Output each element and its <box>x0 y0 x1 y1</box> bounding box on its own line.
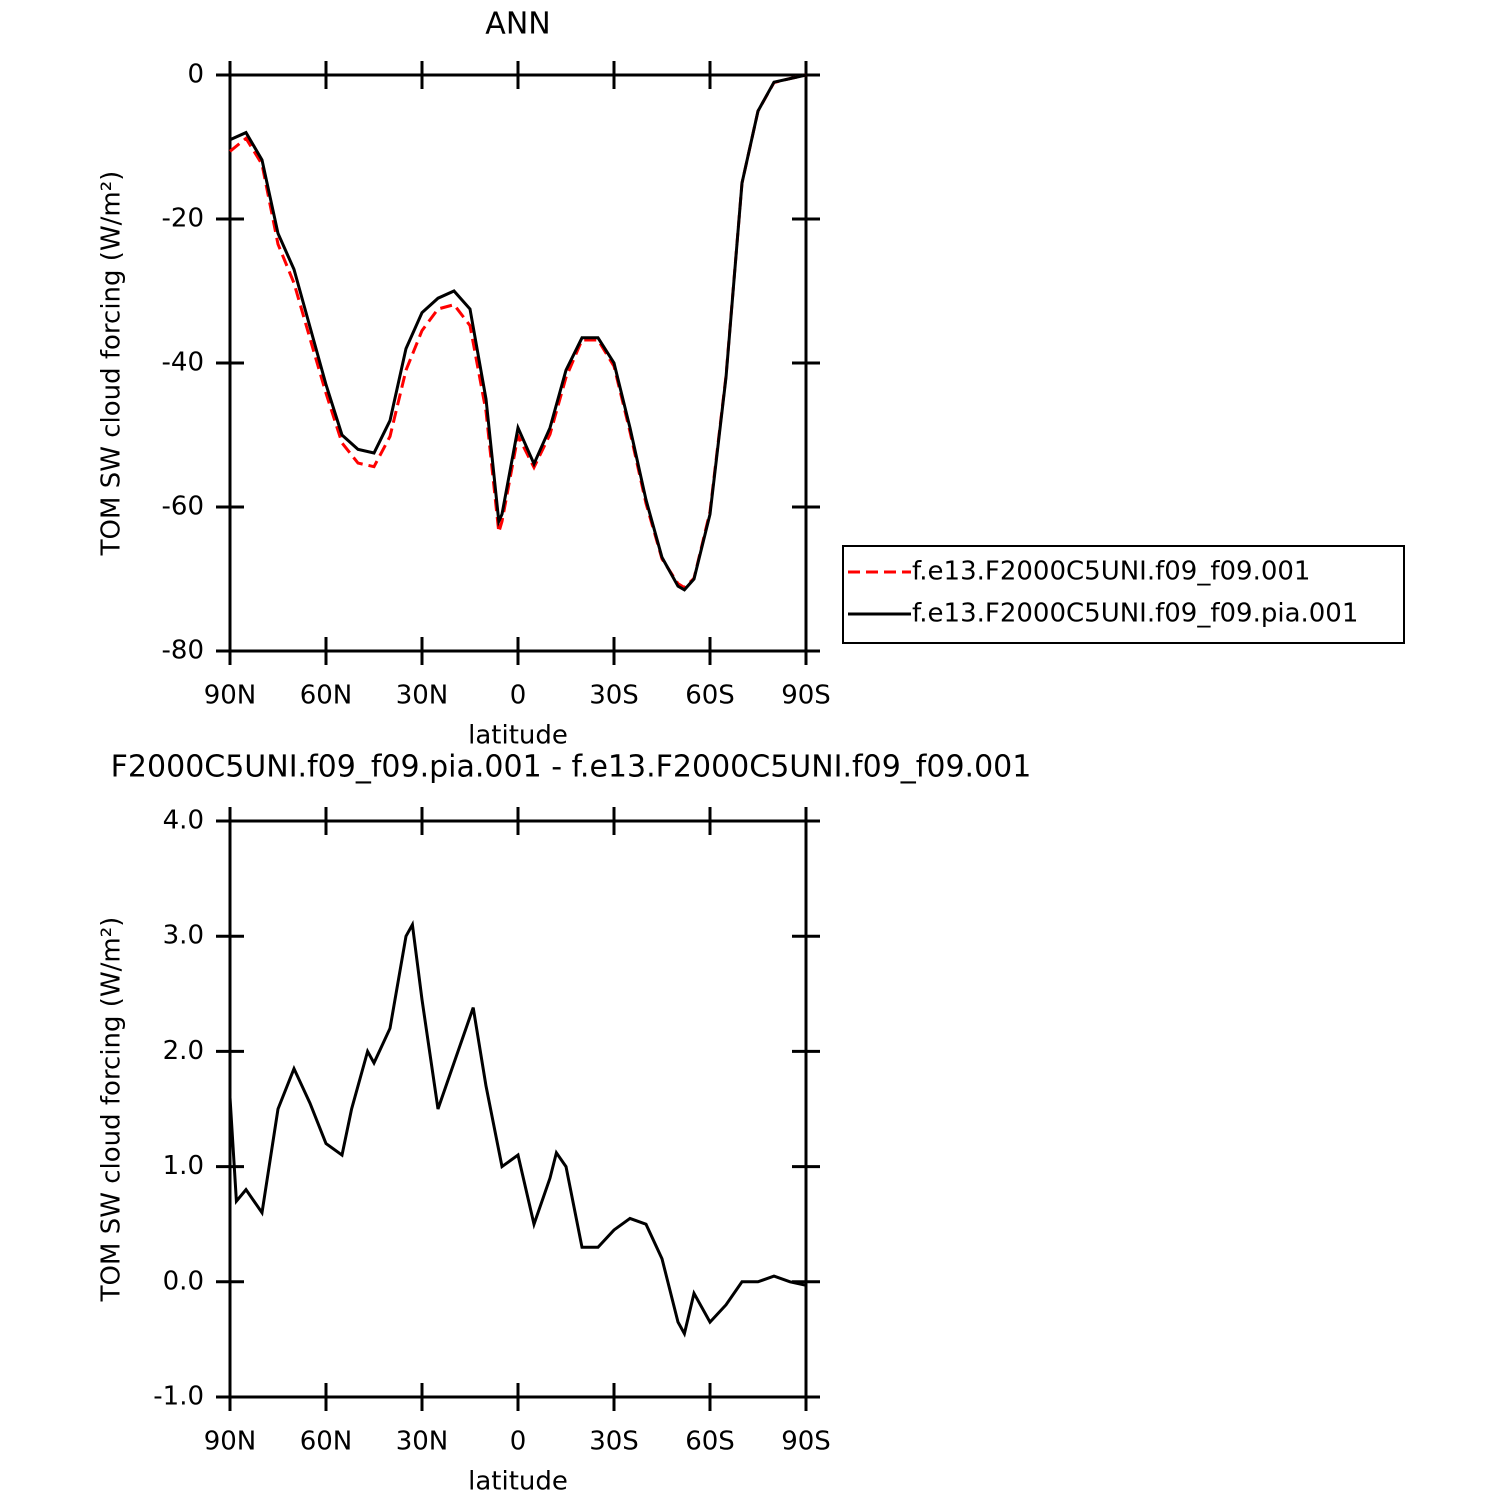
y-tick-label: 0.0 <box>163 1266 204 1296</box>
chart-title: ANN <box>485 7 550 42</box>
y-axis-label: TOM SW cloud forcing (W/m²) <box>97 171 127 557</box>
x-tick-label: 60N <box>300 681 353 711</box>
legend-label: f.e13.F2000C5UNI.f09_f09.001 <box>912 557 1310 587</box>
legend-label: f.e13.F2000C5UNI.f09_f09.pia.001 <box>912 599 1358 629</box>
x-tick-label: 0 <box>510 681 527 711</box>
data-line <box>229 73 807 592</box>
x-axis-label: latitude <box>468 721 568 751</box>
data-line <box>228 919 807 1338</box>
x-tick-label: 60S <box>685 681 735 711</box>
x-tick-label: 30S <box>589 1427 639 1457</box>
y-tick-label: -80 <box>162 636 204 666</box>
y-tick-label: -60 <box>162 492 204 522</box>
y-tick-label: 1.0 <box>163 1151 204 1181</box>
x-tick-label: 60S <box>685 1427 735 1457</box>
x-tick-label: 30N <box>396 1427 449 1457</box>
data-line <box>229 73 807 590</box>
x-tick-label: 30N <box>396 681 449 711</box>
y-tick-label: 3.0 <box>163 921 204 951</box>
y-axis-label: TOM SW cloud forcing (W/m²) <box>97 917 127 1303</box>
y-tick-label: 0 <box>187 60 204 90</box>
chart-title: F2000C5UNI.f09_f09.pia.001 - f.e13.F2000… <box>111 750 1032 785</box>
y-tick-label: 2.0 <box>163 1036 204 1066</box>
x-tick-label: 0 <box>510 1427 527 1457</box>
y-tick-label: -40 <box>162 348 204 378</box>
y-tick-label: 4.0 <box>163 806 204 836</box>
y-tick-label: -1.0 <box>153 1382 204 1412</box>
legend-box <box>842 545 1405 644</box>
y-tick-label: -20 <box>162 204 204 234</box>
x-tick-label: 90S <box>781 1427 831 1457</box>
x-tick-label: 90N <box>204 681 257 711</box>
x-axis-label: latitude <box>468 1467 568 1497</box>
x-tick-label: 90N <box>204 1427 257 1457</box>
x-tick-label: 90S <box>781 681 831 711</box>
x-tick-label: 60N <box>300 1427 353 1457</box>
x-tick-label: 30S <box>589 681 639 711</box>
